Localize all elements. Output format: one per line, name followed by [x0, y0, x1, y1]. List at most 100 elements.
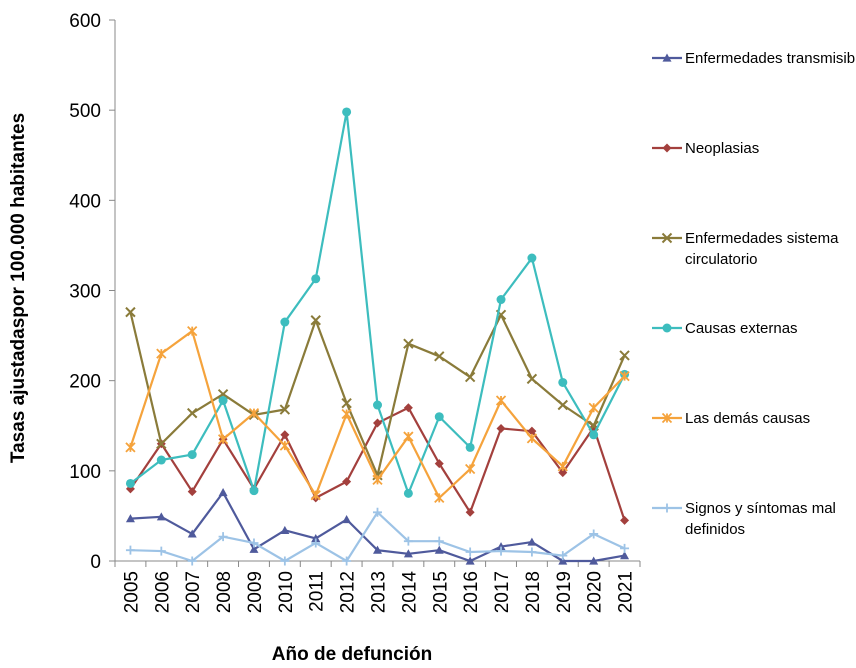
data-point	[589, 529, 599, 539]
data-point	[527, 253, 537, 263]
series-enfermedades-sistema-circulatorio	[125, 306, 630, 481]
data-point	[218, 396, 228, 406]
series-enfermedades-transmisibles	[125, 487, 630, 565]
legend-item: Signos y síntomas mal definidos	[652, 500, 836, 538]
x-tick-label: 2018	[523, 571, 544, 613]
data-point	[465, 507, 475, 517]
data-point	[156, 348, 167, 359]
data-point	[403, 488, 413, 498]
data-point	[403, 536, 413, 546]
data-point	[589, 556, 599, 565]
legend-label: Enfermedades sistema circulatorio	[685, 230, 839, 268]
series-layer	[125, 107, 630, 566]
data-point	[156, 546, 166, 556]
data-point	[342, 477, 352, 487]
data-point	[218, 487, 228, 497]
axes: 0 100 200 300 400 500 600 2005 2006 2007 2008 2009 2…	[69, 11, 641, 613]
data-point	[620, 551, 630, 560]
data-point	[588, 402, 599, 413]
x-tick-label: 2020	[585, 571, 606, 613]
legend-label: Enfermedades transmisibles	[685, 50, 856, 67]
legend-label: Causas externas	[685, 320, 798, 337]
x-tick-label: 2010	[276, 571, 297, 613]
legend-label: Signos y síntomas mal definidos	[685, 500, 836, 538]
data-point	[496, 423, 506, 433]
legend-item: Enfermedades sistema circulatorio	[652, 230, 839, 268]
legend-item: Neoplasias	[652, 140, 759, 157]
data-point	[342, 515, 352, 524]
data-point	[279, 404, 291, 415]
data-point	[558, 377, 568, 387]
data-point	[373, 507, 382, 517]
data-point	[218, 532, 228, 542]
x-tick-label: 2008	[214, 571, 235, 613]
y-tick-label: 100	[69, 462, 101, 483]
legend-item: Enfermedades transmisibles	[652, 50, 856, 67]
x-tick-label: 2015	[430, 571, 451, 613]
data-point	[403, 338, 414, 349]
x-tick-label: 2016	[461, 571, 482, 613]
data-point	[465, 547, 475, 557]
series-neoplasias	[125, 403, 630, 525]
series-line	[129, 110, 626, 495]
data-point	[187, 325, 198, 337]
y-axis-title: Tasas ajustadaspor 100.000 habitantes	[8, 113, 29, 463]
data-point	[342, 556, 352, 566]
x-tick-label: 2012	[338, 571, 359, 613]
data-point	[620, 515, 630, 525]
x-tick-label: 2006	[152, 571, 173, 613]
series-signos-y-sintomas-mal-definidos	[125, 507, 630, 566]
data-point	[434, 412, 444, 422]
y-tick-label: 300	[69, 282, 101, 303]
data-point	[249, 486, 259, 496]
data-point	[558, 551, 568, 561]
data-point	[187, 487, 197, 497]
legend-item: Causas externas	[652, 320, 798, 337]
legend-label: Las demás causas	[685, 410, 810, 427]
y-tick-label: 200	[69, 372, 101, 393]
data-point	[434, 536, 444, 546]
data-point	[619, 350, 630, 361]
data-point	[527, 537, 537, 546]
data-point	[558, 556, 568, 565]
legend-marker	[662, 323, 672, 333]
data-point	[341, 408, 352, 420]
data-point	[156, 438, 167, 449]
data-point	[557, 399, 569, 411]
x-tick-label: 2009	[245, 571, 266, 613]
data-point	[496, 542, 506, 551]
data-point	[217, 434, 229, 445]
legend-marker	[662, 143, 672, 153]
x-axis-title: Año de defunción	[272, 644, 432, 665]
data-point	[341, 398, 352, 409]
data-point	[280, 525, 290, 534]
data-point	[187, 529, 197, 538]
legend-marker	[661, 232, 673, 244]
data-point	[526, 433, 538, 444]
legend-marker	[661, 412, 673, 424]
data-point	[527, 547, 537, 557]
y-tick-label: 500	[69, 101, 101, 122]
data-point	[249, 544, 259, 553]
data-point	[249, 538, 259, 548]
data-point	[187, 556, 197, 566]
data-point	[311, 274, 321, 284]
y-tick-label: 600	[69, 11, 101, 32]
data-point	[464, 371, 476, 383]
y-tick-label: 400	[69, 191, 101, 212]
data-point	[557, 461, 568, 472]
x-tick-label: 2019	[554, 571, 575, 613]
data-point	[311, 533, 321, 543]
data-point	[280, 430, 290, 440]
data-point	[248, 407, 260, 419]
data-point	[125, 478, 135, 488]
data-point	[311, 538, 321, 548]
data-point	[619, 371, 630, 382]
data-point	[373, 400, 382, 410]
x-tick-label: 2017	[492, 571, 513, 613]
data-point	[434, 545, 444, 554]
data-point	[465, 463, 476, 475]
data-point	[125, 442, 136, 453]
data-point	[496, 295, 506, 305]
data-point	[186, 407, 198, 419]
